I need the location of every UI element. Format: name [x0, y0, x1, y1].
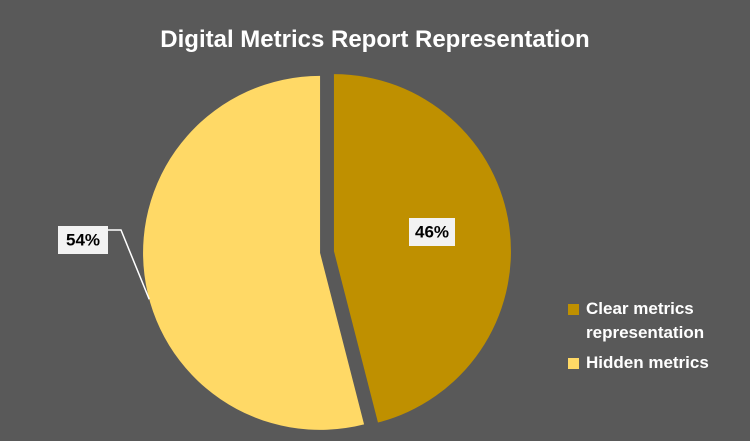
pie-slice-hidden-metrics [143, 75, 365, 430]
pie-slice-clear-metrics [333, 74, 511, 423]
svg-text:46%: 46% [415, 223, 449, 242]
chart-title: Digital Metrics Report Representation [160, 26, 590, 53]
legend: Clear metrics representation Hidden metr… [568, 297, 743, 381]
legend-item-hidden-metrics: Hidden metrics [568, 351, 743, 375]
svg-text:54%: 54% [66, 231, 100, 250]
leader-line-hidden-metrics [108, 229, 150, 300]
legend-label-clear-metrics: Clear metrics representation [586, 299, 705, 342]
data-label-hidden-metrics: 54% [58, 226, 108, 254]
legend-swatch-clear-metrics [568, 304, 579, 315]
data-label-clear-metrics: 46% [409, 218, 455, 246]
legend-label-hidden-metrics: Hidden metrics [586, 353, 709, 372]
legend-swatch-hidden-metrics [568, 358, 579, 369]
legend-item-clear-metrics: Clear metrics representation [568, 297, 743, 345]
